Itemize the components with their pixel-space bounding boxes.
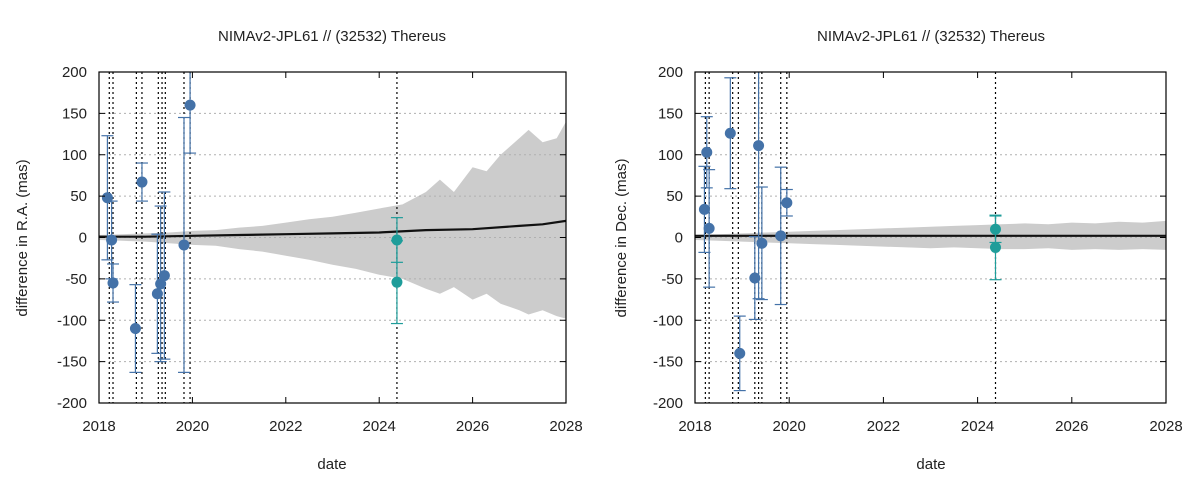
data-point (703, 222, 715, 234)
x-tick-label: 2026 (456, 418, 489, 435)
y-tick-label: -100 (57, 312, 87, 329)
data-point (391, 276, 403, 288)
data-point (698, 203, 710, 215)
data-point (158, 270, 170, 282)
y-tick-label: 100 (62, 147, 87, 164)
data-point (178, 239, 190, 251)
data-point (781, 197, 793, 209)
data-point (989, 223, 1001, 235)
data-point (391, 234, 403, 246)
x-tick-label: 2018 (678, 418, 711, 435)
x-tick-label: 2018 (82, 418, 115, 435)
x-axis-label: date (916, 456, 945, 473)
x-tick-label: 2020 (773, 418, 806, 435)
data-point (749, 272, 761, 284)
data-point (184, 99, 196, 111)
nominal-line (99, 219, 566, 238)
data-point (129, 323, 141, 335)
data-point (775, 230, 787, 242)
y-axis-label: difference in R.A. (mas) (14, 159, 31, 316)
y-tick-label: 150 (658, 105, 683, 122)
chart-title: NIMAv2-JPL61 // (32532) Thereus (218, 28, 446, 45)
data-point (756, 237, 768, 249)
y-tick-label: 50 (70, 188, 87, 205)
x-tick-label: 2024 (363, 418, 396, 435)
data-point (155, 278, 167, 290)
y-tick-label: -200 (57, 395, 87, 412)
y-tick-label: -150 (57, 354, 87, 371)
ra-panel: NIMAv2-JPL61 // (32532) Thereus date dif… (14, 28, 583, 473)
x-tick-label: 2028 (1149, 418, 1182, 435)
data-point (701, 146, 713, 158)
y-tick-label: -100 (653, 312, 683, 329)
data-point (136, 176, 148, 188)
plot-area (99, 72, 566, 403)
y-tick-label: -200 (653, 395, 683, 412)
y-tick-label: 200 (62, 64, 87, 81)
y-tick-label: -50 (661, 271, 683, 288)
y-tick-label: 50 (666, 188, 683, 205)
x-tick-label: 2026 (1055, 418, 1088, 435)
dec-panel: NIMAv2-JPL61 // (32532) Thereus date dif… (613, 28, 1183, 473)
data-point (106, 234, 118, 246)
y-tick-label: 0 (675, 230, 683, 247)
y-tick-label: 200 (658, 64, 683, 81)
y-tick-label: -150 (653, 354, 683, 371)
y-tick-label: -50 (65, 271, 87, 288)
y-tick-label: 100 (658, 147, 683, 164)
x-tick-label: 2022 (867, 418, 900, 435)
x-axis-label: date (317, 456, 346, 473)
data-point (989, 241, 1001, 253)
y-axis-label: difference in Dec. (mas) (613, 159, 630, 318)
data-point (753, 140, 765, 152)
chart-title: NIMAv2-JPL61 // (32532) Thereus (817, 28, 1045, 45)
uncertainty-band (99, 121, 566, 319)
data-point (101, 192, 113, 204)
x-tick-label: 2020 (176, 418, 209, 435)
data-point (724, 127, 736, 139)
plot-area (695, 72, 1166, 403)
data-point (734, 347, 746, 359)
x-tick-label: 2024 (961, 418, 994, 435)
data-point (107, 277, 119, 289)
x-tick-label: 2022 (269, 418, 302, 435)
data-point (151, 288, 163, 300)
y-tick-label: 150 (62, 105, 87, 122)
x-tick-label: 2028 (549, 418, 582, 435)
y-tick-label: 0 (79, 230, 87, 247)
